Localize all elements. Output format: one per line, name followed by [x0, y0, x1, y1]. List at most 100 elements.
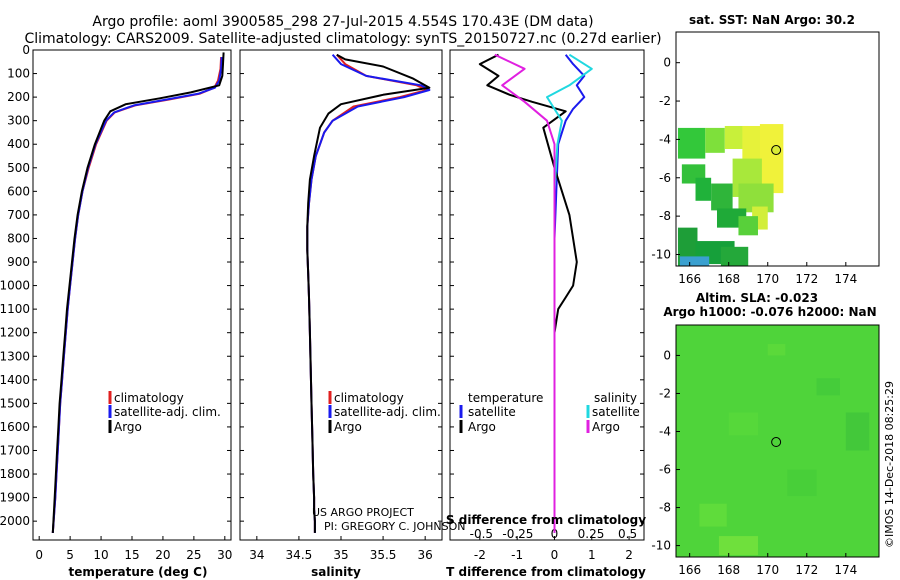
sst-cell [679, 256, 710, 266]
sla-patch [845, 412, 870, 451]
y-tick-label: 1600 [0, 420, 30, 434]
credit-project: US ARGO PROJECT [312, 506, 414, 519]
x-tick-label: 20 [155, 548, 170, 562]
series-line-climatology [306, 54, 428, 533]
salinity-xlabel: salinity [311, 565, 361, 579]
sst-map: 166 168 170 172 174 0 -2 -4 -6 -8 -10 [651, 31, 880, 286]
y-tick-label: 300 [7, 114, 30, 128]
legend-title-temperature: temperature [468, 391, 543, 405]
difference-legend: temperature salinity satellite Argo sate… [459, 391, 640, 434]
series-line-climatology [51, 57, 223, 533]
map-y-tick-label: -10 [651, 247, 671, 261]
x-tick-label: 35 [333, 548, 348, 562]
map-x-tick-label: 174 [834, 563, 857, 577]
temperature-panel-frame [32, 49, 232, 541]
sst-map-title: sat. SST: NaN Argo: 30.2 [689, 13, 855, 27]
sla-map: 166 168 170 172 174 0 -2 -4 -6 -8 -10 [651, 324, 880, 577]
map-y-tick-label: -4 [659, 132, 671, 146]
y-tick-label: 100 [7, 67, 30, 81]
sst-cell [738, 216, 758, 236]
y-tick-label: 1100 [0, 302, 30, 316]
argo-position-marker [771, 145, 782, 156]
map-y-tick-label: -6 [659, 171, 671, 185]
sla-patch [787, 469, 817, 497]
difference-xlabel: T difference from climatology [446, 565, 646, 579]
x-tick-label: 15 [124, 548, 139, 562]
x-tick-label: 25 [186, 548, 201, 562]
map-x-tick-label: 170 [756, 272, 779, 286]
series-line-satellite-adj-clim- [306, 54, 431, 533]
salinity-panel-frame [239, 49, 443, 541]
y-tick-label: 500 [7, 161, 30, 175]
x-top-tick-label: 0.5 [618, 527, 637, 541]
title-line1: Argo profile: aoml 3900585_298 27-Jul-20… [92, 14, 593, 30]
x-tick-label: 0 [35, 548, 43, 562]
y-tick-label: 900 [7, 255, 30, 269]
y-tick-label: 800 [7, 231, 30, 245]
map-x-tick-label: 174 [834, 272, 857, 286]
y-tick-label: 1700 [0, 443, 30, 457]
timestamp-stamp: ©IMOS 14-Dec-2018 08:25:29 [883, 381, 896, 548]
legend-label-t-argo: Argo [468, 420, 496, 434]
y-tick-label: 1300 [0, 349, 30, 363]
series-line-s-argo [494, 53, 556, 533]
temperature-chart: 0100200300400500600700800900100011001200… [0, 43, 232, 562]
x-tick-label: 34 [249, 548, 264, 562]
map-y-tick-label: -2 [659, 386, 671, 400]
map-x-tick-label: 166 [678, 563, 701, 577]
map-x-tick-label: 168 [717, 563, 740, 577]
x-tick-label: 30 [217, 548, 232, 562]
legend-label-s-argo: Argo [592, 420, 620, 434]
x-tick-label: 0 [551, 548, 559, 562]
legend-label-climatology: climatology [114, 391, 184, 405]
difference-chart: -2 -1 0 1 2 -0.5 -0.25 0 0.25 0.5 [450, 49, 644, 562]
y-tick-label: 1800 [0, 467, 30, 481]
sst-cell [711, 183, 733, 211]
sst-cell [695, 177, 712, 201]
x-top-tick-label: -0.25 [502, 527, 533, 541]
y-tick-label: 400 [7, 137, 30, 151]
series-line-argo [306, 53, 431, 533]
title-line2: Climatology: CARS2009. Satellite-adjuste… [24, 31, 661, 47]
sst-cell [705, 127, 725, 153]
y-tick-label: 2000 [0, 514, 30, 528]
y-tick-label: 600 [7, 184, 30, 198]
y-tick-label: 200 [7, 90, 30, 104]
legend-label-argo: Argo [334, 420, 362, 434]
y-tick-label: 0 [22, 43, 30, 57]
salinity-legend: climatology satellite-adj. clim. Argo [328, 391, 441, 434]
x-top-tick-label: -0.5 [470, 527, 493, 541]
legend-title-salinity: salinity [594, 391, 637, 405]
legend-label-s-satellite: satellite [592, 405, 640, 419]
series-line-satellite-adj-clim- [51, 57, 223, 533]
sst-cell [720, 246, 749, 266]
difference-panel-frame [449, 49, 645, 541]
sst-cell [759, 124, 784, 194]
temperature-xlabel: temperature (deg C) [69, 565, 208, 579]
y-tick-label: 1900 [0, 491, 30, 505]
sla-patch [728, 412, 758, 436]
series-line-t-argo [478, 53, 578, 533]
credit-pi: PI: GREGORY C. JOHNSON [324, 520, 465, 533]
x-tick-label: 36 [418, 548, 433, 562]
y-tick-label: 1400 [0, 373, 30, 387]
x-tick-label: 2 [625, 548, 633, 562]
map-x-tick-label: 168 [717, 272, 740, 286]
sla-patch [699, 503, 727, 527]
sst-cell [677, 127, 706, 159]
x-tick-label: 35.5 [370, 548, 397, 562]
y-tick-label: 700 [7, 208, 30, 222]
argo-position-marker [771, 437, 782, 448]
map-x-tick-label: 166 [678, 272, 701, 286]
sla-patch [816, 378, 840, 396]
legend-label-climatology: climatology [334, 391, 404, 405]
map-frame [675, 324, 880, 558]
legend-label-satellite: satellite-adj. clim. [114, 405, 221, 419]
map-x-tick-label: 172 [795, 563, 818, 577]
map-y-tick-label: -4 [659, 424, 671, 438]
map-x-tick-label: 172 [795, 272, 818, 286]
x-tick-label: 34.5 [286, 548, 313, 562]
x-tick-label: 1 [588, 548, 596, 562]
x-top-tick-label: 0 [551, 527, 559, 541]
